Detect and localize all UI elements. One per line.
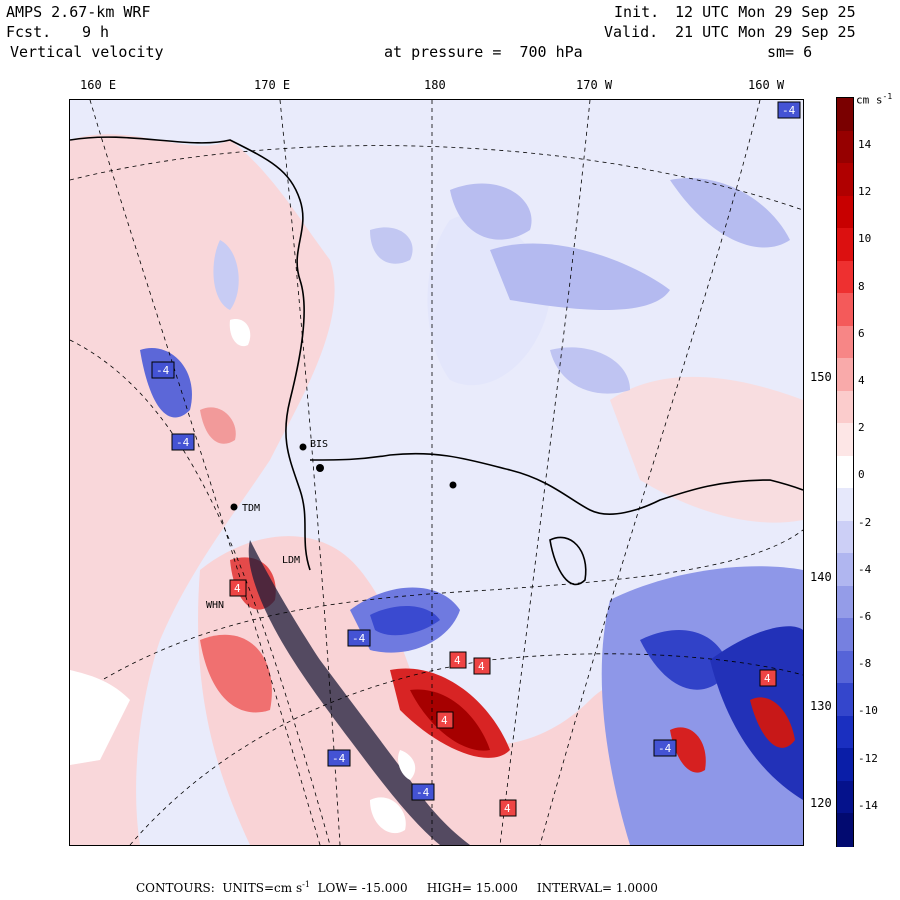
lon-label-160e: 160 E xyxy=(80,78,117,92)
svg-text:-4: -4 xyxy=(416,786,430,799)
colorbar-segment xyxy=(837,293,853,328)
colorbar-segment xyxy=(837,715,853,750)
colorbar-segment xyxy=(837,748,853,783)
colorbar-tick-label: 10 xyxy=(858,232,872,246)
colorbar-segment xyxy=(837,780,853,815)
station-label-ldm: LDM xyxy=(282,555,300,566)
colorbar-unit: cm s-1 xyxy=(856,92,893,107)
model-title: AMPS 2.67-km WRF xyxy=(6,3,151,21)
colorbar-tick-label: -10 xyxy=(858,704,878,718)
colorbar-tick-label: -4 xyxy=(858,562,872,576)
colorbar-segment xyxy=(837,390,853,425)
colorbar-segment xyxy=(837,455,853,490)
colorbar-segment xyxy=(837,520,853,555)
colorbar-segment xyxy=(837,195,853,230)
forecast-label: Fcst. xyxy=(6,23,52,41)
lon-label-170e: 170 E xyxy=(254,78,291,92)
colorbar xyxy=(836,97,854,848)
colorbar-tick-label: -2 xyxy=(858,515,872,529)
colorbar-tick-label: -12 xyxy=(858,751,878,765)
colorbar-segment xyxy=(837,650,853,685)
map-panel: -4 -4 -4 -4 4 4 4 4 4 4 -4 -4 -4 xyxy=(69,99,804,846)
svg-text:-4: -4 xyxy=(782,104,796,117)
svg-text:4: 4 xyxy=(504,802,511,815)
colorbar-tick-label: -14 xyxy=(858,798,878,812)
lon-label-170w: 170 W xyxy=(576,78,613,92)
station-marker-tdm xyxy=(230,503,238,511)
pressure-level: at pressure = 700 hPa xyxy=(384,43,583,61)
svg-text:4: 4 xyxy=(234,582,241,595)
svg-text:4: 4 xyxy=(764,672,771,685)
svg-text:4: 4 xyxy=(478,660,485,673)
svg-text:-4: -4 xyxy=(352,632,366,645)
colorbar-segment xyxy=(837,228,853,263)
colorbar-segment xyxy=(837,260,853,295)
colorbar-segment xyxy=(837,553,853,588)
colorbar-segment xyxy=(837,130,853,165)
station-marker-bis xyxy=(299,443,307,451)
svg-text:4: 4 xyxy=(441,714,448,727)
colorbar-segment xyxy=(837,618,853,653)
colorbar-segment xyxy=(837,488,853,523)
colorbar-tick-label: 14 xyxy=(858,138,872,151)
lon-label-160w: 160 W xyxy=(748,78,785,92)
colorbar-segment xyxy=(837,325,853,360)
colorbar-segment xyxy=(837,423,853,458)
lon-label-180: 180 xyxy=(424,78,446,92)
valid-label: Valid. xyxy=(604,23,659,41)
colorbar-tick-label: 2 xyxy=(858,421,865,435)
forecast-hour: 9 h xyxy=(82,23,110,41)
smoothing: sm= 6 xyxy=(767,43,813,61)
colorbar-tick-label: -8 xyxy=(858,657,872,671)
field-name: Vertical velocity xyxy=(10,43,164,61)
svg-text:-4: -4 xyxy=(658,742,672,755)
colorbar-segment xyxy=(837,163,853,198)
colorbar-tick-label: -6 xyxy=(858,610,872,623)
colorbar-tick-label: 6 xyxy=(858,326,865,340)
colorbar-tick-label: 4 xyxy=(858,374,865,387)
station-label-tdm: TDM xyxy=(242,503,260,514)
station-label-whn: WHN xyxy=(206,600,224,611)
init-label: Init. xyxy=(614,3,660,21)
colorbar-segment xyxy=(837,358,853,393)
svg-text:4: 4 xyxy=(454,654,461,667)
colorbar-tick-label: 12 xyxy=(858,185,872,199)
station-label-bis: BIS xyxy=(310,439,328,450)
valid-time: 21 UTC Mon 29 Sep 25 xyxy=(675,23,856,41)
svg-text:-4: -4 xyxy=(332,752,346,765)
vertical-velocity-map: -4 -4 -4 -4 4 4 4 4 4 4 -4 -4 -4 xyxy=(70,100,803,845)
colorbar-segment xyxy=(837,813,853,848)
svg-text:-4: -4 xyxy=(176,436,190,449)
colorbar-tick-label: 0 xyxy=(858,468,865,482)
svg-text:-4: -4 xyxy=(156,364,170,377)
colorbar-segment xyxy=(837,683,853,718)
colorbar-tick-label: 8 xyxy=(858,279,865,293)
contour-info: CONTOURS: UNITS=cm s-1 LOW= -15.000 HIGH… xyxy=(136,880,658,895)
colorbar-segment xyxy=(837,585,853,620)
colorbar-segment xyxy=(837,98,853,133)
init-time: 12 UTC Mon 29 Sep 25 xyxy=(675,3,856,21)
